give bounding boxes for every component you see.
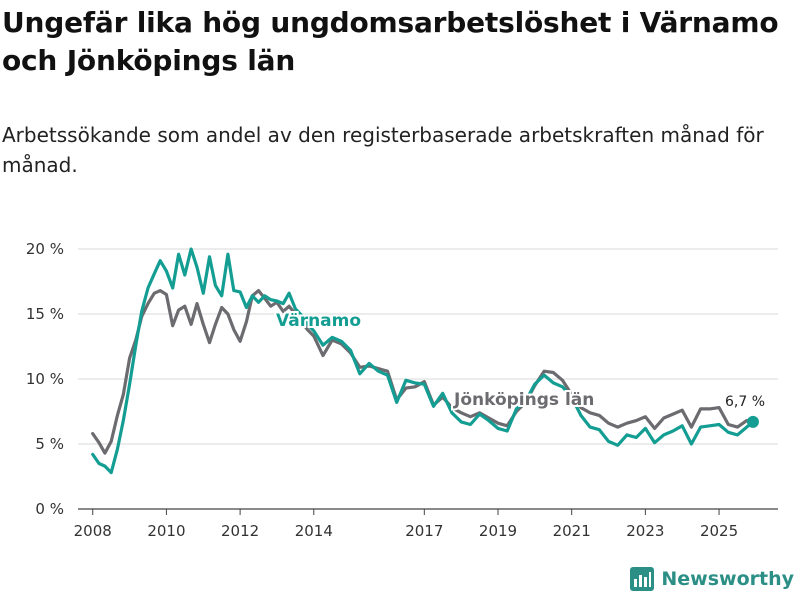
x-tick-label: 2021 [553, 522, 591, 540]
x-tick-label: 2008 [74, 522, 112, 540]
series-line-varnamo [91, 247, 755, 475]
axes: 0 % 5 % 10 % 15 % 20 % 2008 2010 2012 2014 2017 20… [26, 240, 778, 540]
x-tick-label: 2017 [405, 522, 443, 540]
y-tick-label: 15 % [26, 305, 64, 323]
series-lines [91, 247, 759, 475]
chart-title: Ungefär lika hög ungdomsarbetslöshet i V… [2, 6, 779, 77]
brand-logo[interactable]: Newsworthy [629, 566, 794, 592]
y-tick-label: 5 % [35, 435, 64, 453]
x-tick-label: 2019 [479, 522, 517, 540]
x-tick-label: 2023 [626, 522, 664, 540]
x-tick-label: 2012 [221, 522, 259, 540]
y-tick-label: 0 % [35, 500, 64, 518]
series-label-varnamo: Värnamo [276, 311, 361, 331]
end-value-label: 6,7 % [725, 394, 765, 410]
series-label-jonkoping: Jönköpings län [453, 390, 594, 410]
x-tick-label: 2010 [147, 522, 185, 540]
series-labels: Värnamo Jönköpings län 6,7 % [274, 309, 767, 412]
grid-lines [78, 248, 778, 445]
series-line-jonkoping [91, 289, 755, 455]
x-tick-label: 2025 [700, 522, 738, 540]
chart-subtitle: Arbetssökande som andel av den registerb… [2, 123, 764, 177]
brand-name: Newsworthy [661, 568, 794, 590]
end-point-marker [746, 415, 759, 428]
newsworthy-logo-icon [630, 567, 655, 591]
y-tick-label: 20 % [26, 240, 64, 258]
y-tick-label: 10 % [26, 370, 64, 388]
x-tick-label: 2014 [295, 522, 333, 540]
